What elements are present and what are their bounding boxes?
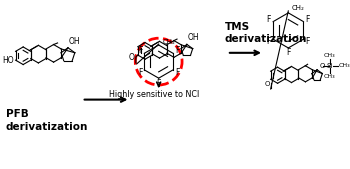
Text: O: O [320, 63, 326, 69]
Text: Si: Si [327, 63, 333, 69]
Text: CH₂: CH₂ [163, 39, 175, 45]
Text: F: F [286, 48, 290, 57]
Text: CH₃: CH₃ [338, 63, 350, 68]
Text: O: O [264, 81, 270, 87]
Text: TMS
derivatization: TMS derivatization [225, 22, 307, 44]
Text: OH: OH [188, 33, 200, 42]
Text: F: F [306, 15, 310, 24]
Text: F: F [175, 46, 180, 55]
Text: O: O [129, 53, 135, 62]
Text: F: F [267, 15, 271, 24]
Text: CH₃: CH₃ [324, 74, 336, 79]
Text: Highly sensitive to NCI: Highly sensitive to NCI [109, 90, 199, 99]
Text: PFB
derivatization: PFB derivatization [6, 109, 88, 132]
Text: CH₃: CH₃ [324, 53, 336, 58]
Text: F: F [267, 37, 271, 46]
Text: F: F [175, 68, 180, 77]
Text: HO: HO [2, 56, 13, 65]
Text: F: F [138, 46, 142, 55]
Text: CH₂: CH₂ [291, 5, 304, 11]
Text: F: F [306, 37, 310, 46]
Text: F: F [138, 68, 142, 77]
Text: OH: OH [69, 37, 80, 46]
Text: F: F [156, 79, 161, 88]
